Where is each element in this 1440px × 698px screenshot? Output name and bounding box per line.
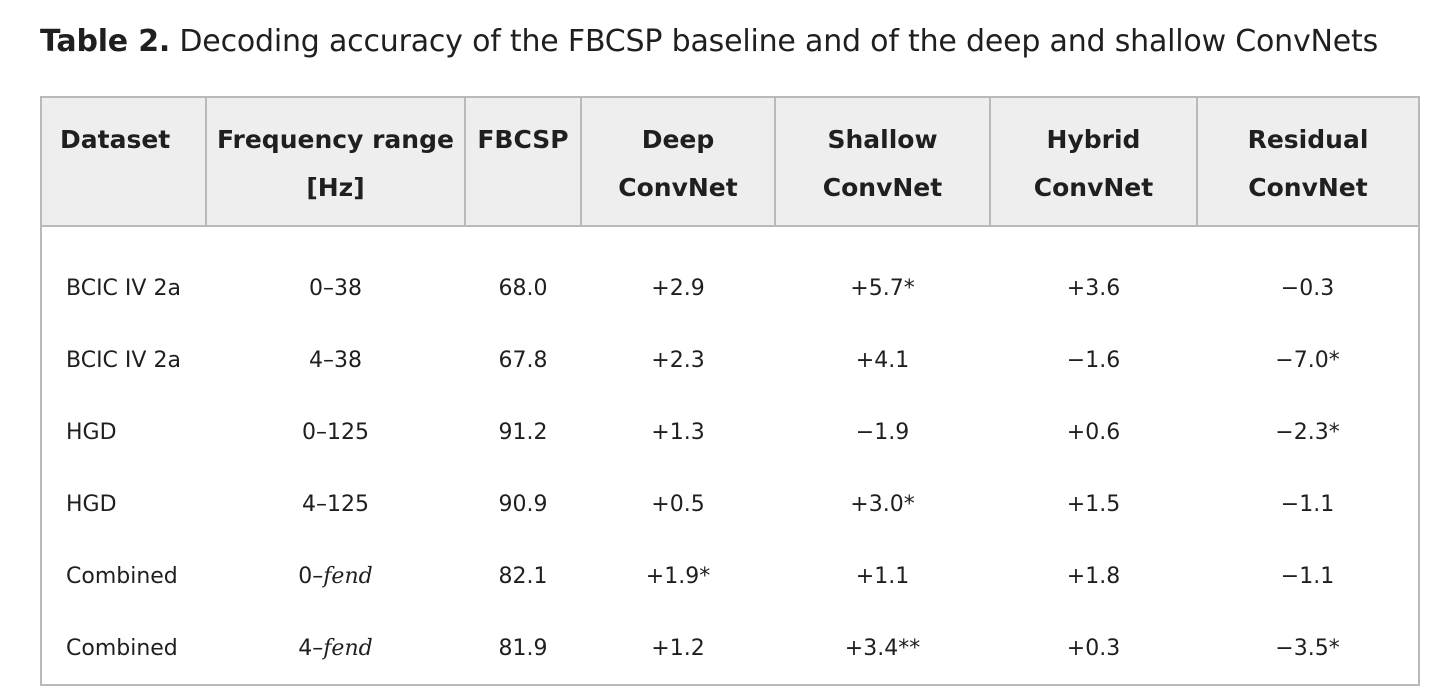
cell-hybrid: +0.3 — [1066, 635, 1121, 661]
cell-fbcsp: 91.2 — [498, 419, 548, 445]
cell-shallow: +3.0* — [850, 491, 915, 517]
results-table-container: Dataset Frequency range [Hz] FBCSP Deep … — [40, 96, 1420, 686]
cell-deep: +1.9* — [645, 563, 711, 589]
cell-hybrid: −1.6 — [1066, 347, 1121, 373]
cell-residual: −3.5* — [1275, 635, 1340, 661]
cell-dataset: Combined — [66, 563, 178, 589]
cell-hybrid: +1.8 — [1066, 563, 1121, 589]
cell-frequency-range: 0–125 — [302, 419, 369, 445]
cell-residual: −0.3 — [1280, 276, 1335, 301]
header-residual-convnet: Residual ConvNet — [1197, 98, 1418, 227]
table-body: BCIC IV 2a 0–38 68.0 +2.9 +5.7* +3.6 −0.… — [42, 226, 1418, 684]
cell-deep: +2.3 — [651, 347, 705, 373]
cell-frequency-range: 0–38 — [309, 276, 362, 301]
cell-residual: −2.3* — [1275, 419, 1340, 445]
table-row: Combined 0–fend 82.1 +1.9* +1.1 +1.8 −1.… — [42, 540, 1418, 612]
table-row: Combined 4–fend 81.9 +1.2 +3.4** +0.3 −3… — [42, 612, 1418, 684]
caption-text: Decoding accuracy of the FBCSP baseline … — [179, 24, 1379, 59]
header-hybrid-convnet: Hybrid ConvNet — [990, 98, 1198, 227]
cell-dataset: Combined — [66, 635, 178, 661]
cell-deep: +0.5 — [651, 491, 705, 517]
cell-shallow: +4.1 — [855, 347, 910, 373]
cell-deep: +2.9 — [651, 276, 705, 301]
table-row: HGD 4–125 90.9 +0.5 +3.0* +1.5 −1.1 — [42, 468, 1418, 540]
cell-fbcsp: 90.9 — [498, 491, 548, 517]
cell-fbcsp: 82.1 — [498, 563, 548, 589]
cell-fbcsp: 68.0 — [498, 276, 548, 301]
cell-shallow: +1.1 — [855, 563, 910, 589]
cell-hybrid: +3.6 — [1066, 276, 1121, 301]
header-shallow-convnet: Shallow ConvNet — [775, 98, 991, 227]
table-row: BCIC IV 2a 0–38 68.0 +2.9 +5.7* +3.6 −0.… — [42, 226, 1418, 324]
header-row: Dataset Frequency range [Hz] FBCSP Deep … — [42, 98, 1418, 227]
caption-label: Table 2. — [40, 24, 171, 59]
table-row: HGD 0–125 91.2 +1.3 −1.9 +0.6 −2.3* — [42, 396, 1418, 468]
header-dataset: Dataset — [42, 98, 207, 227]
cell-hybrid: +1.5 — [1066, 491, 1121, 517]
cell-shallow: −1.9 — [855, 419, 910, 445]
cell-dataset: HGD — [66, 419, 117, 445]
cell-residual: −1.1 — [1280, 563, 1335, 589]
cell-frequency-range: 0–fend — [298, 563, 373, 589]
cell-dataset: HGD — [66, 491, 117, 517]
header-deep-convnet: Deep ConvNet — [581, 98, 776, 227]
cell-dataset: BCIC IV 2a — [66, 276, 181, 301]
cell-deep: +1.2 — [651, 635, 705, 661]
cell-residual: −7.0* — [1275, 347, 1340, 373]
table-row: BCIC IV 2a 4–38 67.8 +2.3 +4.1 −1.6 −7.0… — [42, 324, 1418, 396]
cell-deep: +1.3 — [651, 419, 705, 445]
table-caption: Table 2. Decoding accuracy of the FBCSP … — [40, 20, 1378, 64]
cell-frequency-range: 4–38 — [309, 347, 362, 373]
cell-shallow: +3.4** — [844, 635, 921, 661]
header-frequency-range: Frequency range [Hz] — [206, 98, 466, 227]
cell-fbcsp: 67.8 — [498, 347, 548, 373]
cell-frequency-range: 4–fend — [298, 635, 373, 661]
cell-shallow: +5.7* — [850, 276, 915, 301]
cell-hybrid: +0.6 — [1066, 419, 1121, 445]
cell-fbcsp: 81.9 — [498, 635, 548, 661]
cell-residual: −1.1 — [1280, 491, 1335, 517]
header-fbcsp: FBCSP — [465, 98, 582, 227]
cell-dataset: BCIC IV 2a — [66, 347, 181, 373]
results-table: Dataset Frequency range [Hz] FBCSP Deep … — [42, 98, 1418, 684]
cell-frequency-range: 4–125 — [302, 491, 369, 517]
